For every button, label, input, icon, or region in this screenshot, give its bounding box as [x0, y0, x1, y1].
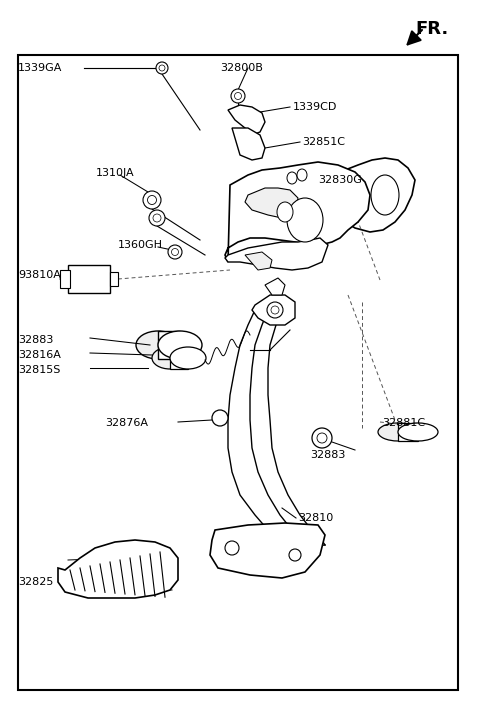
- Ellipse shape: [297, 169, 307, 181]
- Circle shape: [225, 541, 239, 555]
- Polygon shape: [245, 188, 298, 218]
- Ellipse shape: [277, 202, 293, 222]
- Text: 32881C: 32881C: [382, 418, 425, 428]
- Text: 1310JA: 1310JA: [96, 168, 135, 178]
- Polygon shape: [210, 523, 325, 578]
- Bar: [398, 423, 418, 441]
- Text: 32800B: 32800B: [220, 63, 263, 73]
- Circle shape: [212, 410, 228, 426]
- Bar: [110, 272, 118, 286]
- Polygon shape: [335, 158, 415, 232]
- Text: 32810: 32810: [298, 513, 333, 523]
- Polygon shape: [245, 252, 272, 270]
- Ellipse shape: [136, 331, 180, 359]
- Text: 32883: 32883: [18, 335, 53, 345]
- Ellipse shape: [378, 423, 418, 441]
- Polygon shape: [225, 238, 328, 270]
- Circle shape: [289, 549, 301, 561]
- Bar: [18, 55, 458, 690]
- Text: FR.: FR.: [416, 20, 449, 38]
- Text: 32876A: 32876A: [105, 418, 148, 428]
- Ellipse shape: [371, 175, 399, 215]
- Text: 32851C: 32851C: [302, 137, 345, 147]
- Circle shape: [231, 89, 245, 103]
- Text: 32825: 32825: [18, 577, 53, 587]
- Text: 1339CD: 1339CD: [293, 102, 337, 112]
- Bar: [170, 347, 188, 369]
- Polygon shape: [232, 128, 265, 160]
- Text: 32816A: 32816A: [18, 350, 61, 360]
- Ellipse shape: [287, 172, 297, 184]
- Polygon shape: [228, 105, 265, 135]
- Circle shape: [168, 245, 182, 259]
- Circle shape: [156, 62, 168, 74]
- Text: 1360GH: 1360GH: [118, 240, 163, 250]
- Polygon shape: [265, 278, 285, 295]
- Circle shape: [159, 65, 165, 71]
- Text: 1339GA: 1339GA: [18, 63, 62, 73]
- Text: 93810A: 93810A: [18, 270, 61, 280]
- Polygon shape: [225, 162, 370, 262]
- Circle shape: [271, 306, 279, 314]
- Polygon shape: [58, 540, 178, 598]
- Circle shape: [317, 433, 327, 443]
- Circle shape: [267, 302, 283, 318]
- Bar: [68, 265, 110, 293]
- Text: 32883: 32883: [310, 450, 345, 460]
- Bar: [158, 331, 180, 359]
- Circle shape: [153, 214, 161, 222]
- Circle shape: [148, 196, 157, 204]
- Circle shape: [149, 210, 165, 226]
- Ellipse shape: [158, 331, 202, 359]
- Text: 32815S: 32815S: [18, 365, 60, 375]
- Circle shape: [171, 249, 179, 255]
- Ellipse shape: [170, 347, 206, 369]
- Circle shape: [235, 92, 241, 100]
- Bar: [60, 270, 70, 288]
- Text: 32830G: 32830G: [318, 175, 362, 185]
- Ellipse shape: [152, 347, 188, 369]
- Ellipse shape: [287, 198, 323, 242]
- Ellipse shape: [398, 423, 438, 441]
- Circle shape: [143, 191, 161, 209]
- Polygon shape: [252, 295, 295, 325]
- Circle shape: [312, 428, 332, 448]
